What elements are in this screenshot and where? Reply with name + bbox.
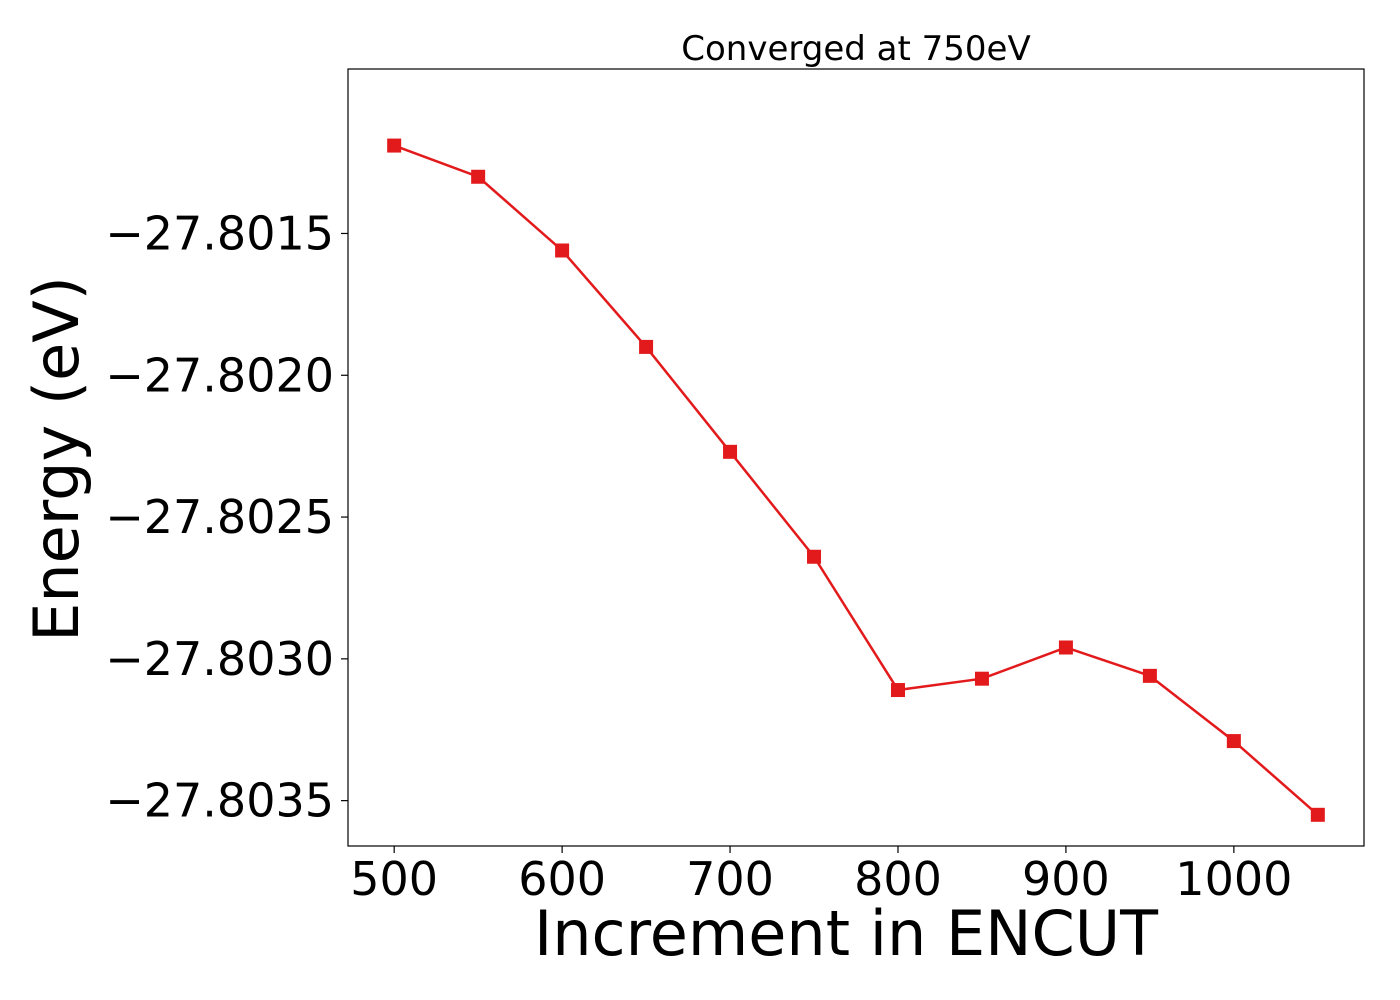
x-axis-label: Increment in ENCUT: [534, 897, 1159, 970]
x-tick-label: 1000: [1175, 852, 1292, 906]
x-tick-label: 700: [686, 852, 774, 906]
data-point-marker: [1142, 668, 1157, 683]
data-point-marker: [807, 549, 822, 564]
x-tick-label: 500: [350, 852, 438, 906]
plot-frame: [347, 68, 1365, 847]
y-tick-label: −27.8025: [105, 490, 334, 544]
y-tick-label: −27.8035: [105, 774, 334, 828]
y-tick-label: −27.8020: [105, 348, 334, 402]
data-point-marker: [1226, 734, 1241, 749]
data-point-marker: [555, 243, 570, 258]
y-axis-label: Energy (eV): [20, 276, 93, 642]
y-axis: −27.8015 −27.8020 −27.8025 −27.8030 −27.8035: [105, 206, 348, 828]
x-tick-label: 800: [854, 852, 942, 906]
data-point-marker: [1310, 807, 1325, 822]
data-point-marker: [387, 138, 402, 153]
x-tick-label: 900: [1022, 852, 1110, 906]
x-axis: 500 600 700 800 900 1000: [350, 846, 1292, 906]
data-point-marker: [471, 169, 486, 184]
series-layer: [387, 138, 1325, 822]
data-point-marker: [1058, 640, 1073, 655]
data-point-marker: [723, 444, 738, 459]
y-tick-label: −27.8015: [105, 206, 334, 260]
x-tick-label: 600: [518, 852, 606, 906]
data-point-marker: [639, 339, 654, 354]
data-point-marker: [974, 671, 989, 686]
y-tick-label: −27.8030: [105, 632, 334, 686]
series-line: [393, 144, 1319, 816]
data-point-marker: [890, 683, 905, 698]
chart-title: Converged at 750eV: [681, 29, 1030, 69]
